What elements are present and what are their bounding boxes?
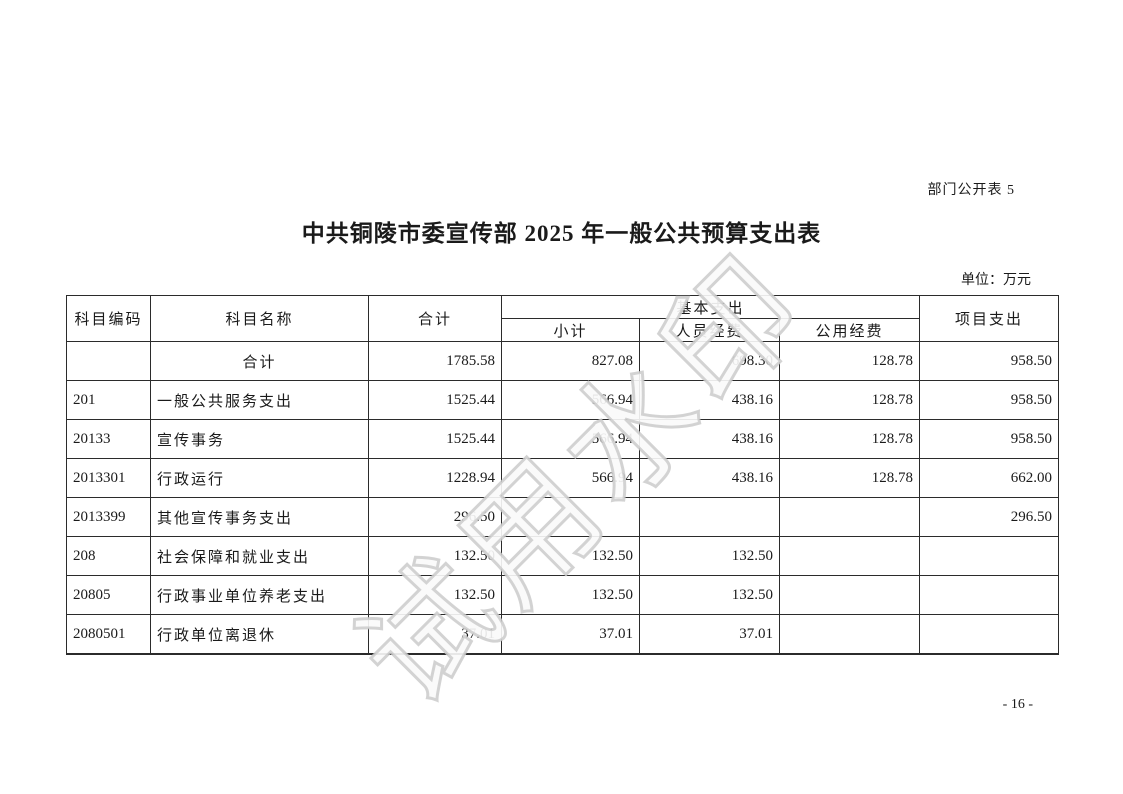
cell-personnel: 438.16 bbox=[639, 380, 780, 420]
cell-name: 合计 bbox=[150, 341, 369, 381]
cell-code: 2080501 bbox=[66, 614, 151, 655]
cell-personnel: 698.30 bbox=[639, 341, 780, 381]
cell-code: 2013301 bbox=[66, 458, 151, 498]
cell-subtotal: 566.94 bbox=[501, 380, 640, 420]
header-personnel: 人员经费 bbox=[639, 318, 780, 342]
table-row: 20133 宣传事务 1525.44 566.94 438.16 128.78 … bbox=[66, 419, 1059, 459]
cell-public bbox=[779, 536, 920, 576]
cell-name: 行政运行 bbox=[150, 458, 369, 498]
cell-personnel: 132.50 bbox=[639, 575, 780, 615]
table-row: 2080501 行政单位离退休 37.01 37.01 37.01 bbox=[66, 614, 1059, 655]
header-basic-group: 基本支出 bbox=[501, 295, 920, 319]
table-row: 2013399 其他宣传事务支出 296.50 296.50 bbox=[66, 497, 1059, 537]
cell-subtotal: 566.94 bbox=[501, 458, 640, 498]
header-row-1: 科目编码 科目名称 合计 基本支出 项目支出 bbox=[66, 295, 1059, 342]
table-row: 201 一般公共服务支出 1525.44 566.94 438.16 128.7… bbox=[66, 380, 1059, 420]
cell-total: 1525.44 bbox=[368, 380, 502, 420]
unit-note: 单位：万元 bbox=[961, 273, 1031, 288]
cell-public bbox=[779, 614, 920, 655]
cell-public bbox=[779, 575, 920, 615]
cell-code: 20133 bbox=[66, 419, 151, 459]
cell-public bbox=[779, 497, 920, 537]
cell-subtotal bbox=[501, 497, 640, 537]
cell-name: 其他宣传事务支出 bbox=[150, 497, 369, 537]
header-name: 科目名称 bbox=[150, 295, 369, 342]
cell-project: 958.50 bbox=[919, 419, 1059, 459]
cell-subtotal: 566.94 bbox=[501, 419, 640, 459]
cell-total: 1785.58 bbox=[368, 341, 502, 381]
cell-name: 一般公共服务支出 bbox=[150, 380, 369, 420]
cell-public: 128.78 bbox=[779, 419, 920, 459]
cell-project: 662.00 bbox=[919, 458, 1059, 498]
header-code: 科目编码 bbox=[66, 295, 151, 342]
cell-project: 296.50 bbox=[919, 497, 1059, 537]
header-public: 公用经费 bbox=[779, 318, 920, 342]
cell-personnel: 438.16 bbox=[639, 419, 780, 459]
cell-code: 201 bbox=[66, 380, 151, 420]
cell-subtotal: 827.08 bbox=[501, 341, 640, 381]
table-row: 2013301 行政运行 1228.94 566.94 438.16 128.7… bbox=[66, 458, 1059, 498]
header-total: 合计 bbox=[368, 295, 502, 342]
page-number: - 16 - bbox=[1002, 697, 1033, 712]
cell-personnel: 438.16 bbox=[639, 458, 780, 498]
cell-project: 958.50 bbox=[919, 341, 1059, 381]
cell-name: 社会保障和就业支出 bbox=[150, 536, 369, 576]
cell-subtotal: 37.01 bbox=[501, 614, 640, 655]
table-row: 208 社会保障和就业支出 132.50 132.50 132.50 bbox=[66, 536, 1059, 576]
table-row: 20805 行政事业单位养老支出 132.50 132.50 132.50 bbox=[66, 575, 1059, 615]
cell-subtotal: 132.50 bbox=[501, 575, 640, 615]
cell-code: 2013399 bbox=[66, 497, 151, 537]
cell-code bbox=[66, 341, 151, 381]
cell-project: 958.50 bbox=[919, 380, 1059, 420]
cell-total: 132.50 bbox=[368, 536, 502, 576]
cell-total: 1228.94 bbox=[368, 458, 502, 498]
header-row-2: 小计 人员经费 公用经费 bbox=[67, 318, 1059, 342]
cell-name: 行政事业单位养老支出 bbox=[150, 575, 369, 615]
cell-personnel bbox=[639, 497, 780, 537]
cell-name: 宣传事务 bbox=[150, 419, 369, 459]
cell-code: 20805 bbox=[66, 575, 151, 615]
cell-subtotal: 132.50 bbox=[501, 536, 640, 576]
cell-code: 208 bbox=[66, 536, 151, 576]
budget-table: 科目编码 科目名称 合计 基本支出 项目支出 小计 人员经费 公用经费 合计 1… bbox=[66, 295, 1059, 655]
cell-public: 128.78 bbox=[779, 380, 920, 420]
header-project: 项目支出 bbox=[919, 295, 1059, 342]
cell-total: 296.50 bbox=[368, 497, 502, 537]
cell-personnel: 132.50 bbox=[639, 536, 780, 576]
cell-public: 128.78 bbox=[779, 341, 920, 381]
cell-total: 132.50 bbox=[368, 575, 502, 615]
cell-project bbox=[919, 536, 1059, 576]
cell-project bbox=[919, 614, 1059, 655]
header-basic-subtotal: 小计 bbox=[501, 318, 640, 342]
doc-label: 部门公开表 5 bbox=[927, 183, 1015, 198]
cell-personnel: 37.01 bbox=[639, 614, 780, 655]
cell-public: 128.78 bbox=[779, 458, 920, 498]
table-row-total: 合计 1785.58 827.08 698.30 128.78 958.50 bbox=[66, 341, 1059, 381]
cell-total: 37.01 bbox=[368, 614, 502, 655]
page-title: 中共铜陵市委宣传部 2025 年一般公共预算支出表 bbox=[301, 221, 822, 246]
cell-project bbox=[919, 575, 1059, 615]
cell-total: 1525.44 bbox=[368, 419, 502, 459]
cell-name: 行政单位离退休 bbox=[150, 614, 369, 655]
